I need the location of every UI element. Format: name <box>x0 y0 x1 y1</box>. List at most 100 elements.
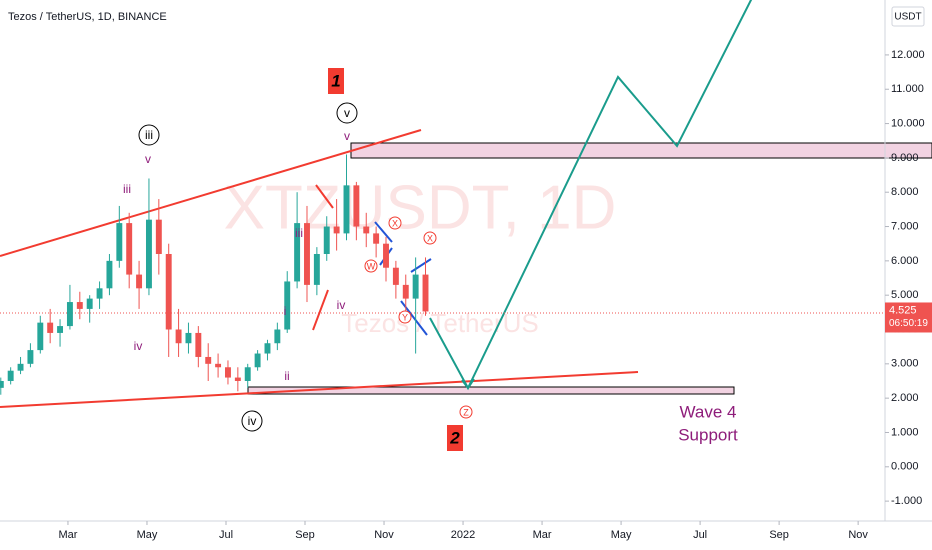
price-label-box <box>885 302 932 333</box>
y-tick-label: 12.000 <box>891 49 925 61</box>
candle-body <box>145 219 152 289</box>
candle-body <box>76 302 83 309</box>
x-tick-label: Sep <box>295 529 315 541</box>
candle-body <box>363 226 370 234</box>
y-tick-label: 10.000 <box>891 117 925 129</box>
projection-arrow <box>461 378 475 390</box>
wave-label: Z <box>463 407 469 417</box>
wave-line <box>312 289 329 331</box>
x-tick-label: May <box>611 529 632 541</box>
wave-label: iii <box>123 182 131 196</box>
y-tick-label: 7.000 <box>891 220 919 232</box>
candle-body <box>37 322 44 351</box>
wave-label: v <box>344 106 350 120</box>
support-label: Support <box>678 425 738 444</box>
candle-body <box>422 274 429 312</box>
y-tick-label: 6.000 <box>891 255 919 267</box>
wave-label: iv <box>134 339 143 353</box>
x-tick-label: Sep <box>769 529 789 541</box>
support-zone <box>247 386 735 395</box>
axes: -1.0000.0001.0002.0003.0004.0005.0006.00… <box>58 49 932 541</box>
candle-body <box>373 233 380 244</box>
candle-body <box>412 274 419 299</box>
candle-body <box>47 322 54 333</box>
candle-body <box>66 302 73 327</box>
candle-body <box>136 274 143 289</box>
y-tick-label: -1.000 <box>891 495 922 507</box>
y-unit: USDT <box>894 12 921 23</box>
wave-line <box>315 184 334 209</box>
candle-body <box>175 329 182 344</box>
wave-box <box>328 68 344 94</box>
wave-label: iii <box>145 128 153 142</box>
wave-circle <box>398 310 412 324</box>
candle-body <box>234 377 241 381</box>
candle-body <box>96 288 103 299</box>
wave-circle <box>459 405 473 419</box>
wave-circle <box>241 410 263 432</box>
candle-body <box>264 343 271 354</box>
candle-body <box>17 363 24 371</box>
countdown: 06:50:19 <box>889 318 928 329</box>
wave-label: i <box>284 304 287 318</box>
x-tick-label: 2022 <box>451 529 475 541</box>
candle-body <box>116 223 123 261</box>
candle-body <box>225 367 231 378</box>
candle-body <box>313 253 320 285</box>
candle-body <box>392 267 399 285</box>
candle-body <box>27 350 34 364</box>
wave-line <box>410 258 432 273</box>
candles <box>0 154 429 395</box>
wave-line <box>374 221 393 243</box>
wave-circle <box>364 259 378 273</box>
y-tick-label: 9.000 <box>891 152 919 164</box>
support-label: Wave 4 <box>679 402 736 421</box>
wave-label: X <box>427 233 433 243</box>
y-tick-label: 5.000 <box>891 289 919 301</box>
wave-label: iv <box>248 414 257 428</box>
wave-label: 1 <box>331 71 340 90</box>
wave-label: v <box>145 152 151 166</box>
y-tick-label: 11.000 <box>891 83 924 95</box>
wave-circle <box>138 124 160 146</box>
wave-label: v <box>344 129 350 143</box>
x-tick-label: Mar <box>533 529 552 541</box>
wave-label: ii <box>284 369 289 383</box>
candle-body <box>0 380 4 388</box>
unit-box[interactable] <box>891 6 925 27</box>
y-tick-label: 1.000 <box>891 426 919 438</box>
candle-body <box>323 226 330 254</box>
candle-body <box>185 332 192 344</box>
wave-label: W <box>367 261 376 271</box>
y-tick-label: 0.000 <box>891 461 919 473</box>
resistance-zone <box>350 142 932 159</box>
wave-label: Y <box>402 312 408 322</box>
candle-body <box>274 329 281 344</box>
x-tick-label: Jul <box>693 529 707 541</box>
candle-body <box>215 363 222 368</box>
wave-label: X <box>392 218 398 228</box>
candle-body <box>7 370 14 381</box>
watermark: XTZUSDT, 1D <box>224 173 617 242</box>
candle-body <box>304 223 310 285</box>
candle-body <box>284 281 291 330</box>
candle-body <box>254 353 261 368</box>
wave-box <box>447 425 463 451</box>
candle-body <box>165 253 172 330</box>
candle-body <box>402 284 409 299</box>
wave-circle <box>388 216 402 230</box>
candle-body <box>353 185 360 227</box>
y-tick-label: 3.000 <box>891 358 919 370</box>
x-tick-label: Jul <box>219 529 233 541</box>
projection-path <box>429 0 753 391</box>
last-price: 4.525 <box>889 304 917 316</box>
drawings <box>0 0 932 408</box>
x-tick-label: Mar <box>58 529 77 541</box>
candle-body <box>57 326 64 333</box>
candle-body <box>383 243 389 268</box>
upper-trendline <box>0 129 422 257</box>
watermark-sub: Tezos / TetherUS <box>341 308 539 338</box>
y-tick-label: 2.000 <box>891 392 919 404</box>
